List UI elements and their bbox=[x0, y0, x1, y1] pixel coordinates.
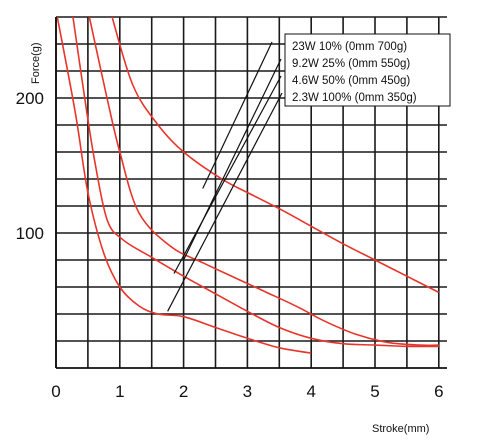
x-tick-label: 1 bbox=[115, 382, 124, 401]
legend-box bbox=[284, 33, 451, 107]
curve-4 bbox=[56, 17, 312, 354]
axes bbox=[55, 17, 447, 369]
x-axis-title: Stroke(mm) bbox=[372, 423, 429, 435]
leader-line-3 bbox=[173, 75, 282, 274]
curve-2 bbox=[88, 17, 439, 347]
curves bbox=[56, 17, 440, 354]
legend-entry-4: 2.3W 100% (0mm 350g) bbox=[292, 92, 417, 104]
x-tick-label: 4 bbox=[306, 382, 315, 401]
curve-1 bbox=[111, 17, 440, 294]
leader-line-1 bbox=[202, 41, 273, 189]
tick-labels: 0 1 2 3 4 5 6 100 200 bbox=[16, 89, 444, 401]
x-tick-label: 2 bbox=[179, 382, 188, 401]
leader-line-4 bbox=[167, 92, 283, 312]
x-tick-label: 3 bbox=[243, 382, 252, 401]
y-axis-title: Force(g) bbox=[30, 42, 42, 84]
legend-entry-1: 23W 10% (0mm 700g) bbox=[292, 41, 407, 53]
legend-leader-lines bbox=[167, 41, 283, 312]
y-tick-label: 100 bbox=[16, 224, 44, 243]
legend: 23W 10% (0mm 700g) 9.2W 25% (0mm 550g) 4.6… bbox=[167, 33, 451, 312]
curve-3 bbox=[72, 17, 439, 348]
x-tick-label: 5 bbox=[370, 382, 379, 401]
legend-entry-3: 4.6W 50% (0mm 450g) bbox=[292, 75, 410, 87]
y-tick-label: 200 bbox=[16, 89, 44, 108]
x-tick-label: 0 bbox=[51, 382, 60, 401]
legend-items: 23W 10% (0mm 700g) 9.2W 25% (0mm 550g) 4.6… bbox=[292, 41, 417, 104]
legend-entry-2: 9.2W 25% (0mm 550g) bbox=[292, 58, 410, 70]
x-tick-label: 6 bbox=[434, 382, 443, 401]
